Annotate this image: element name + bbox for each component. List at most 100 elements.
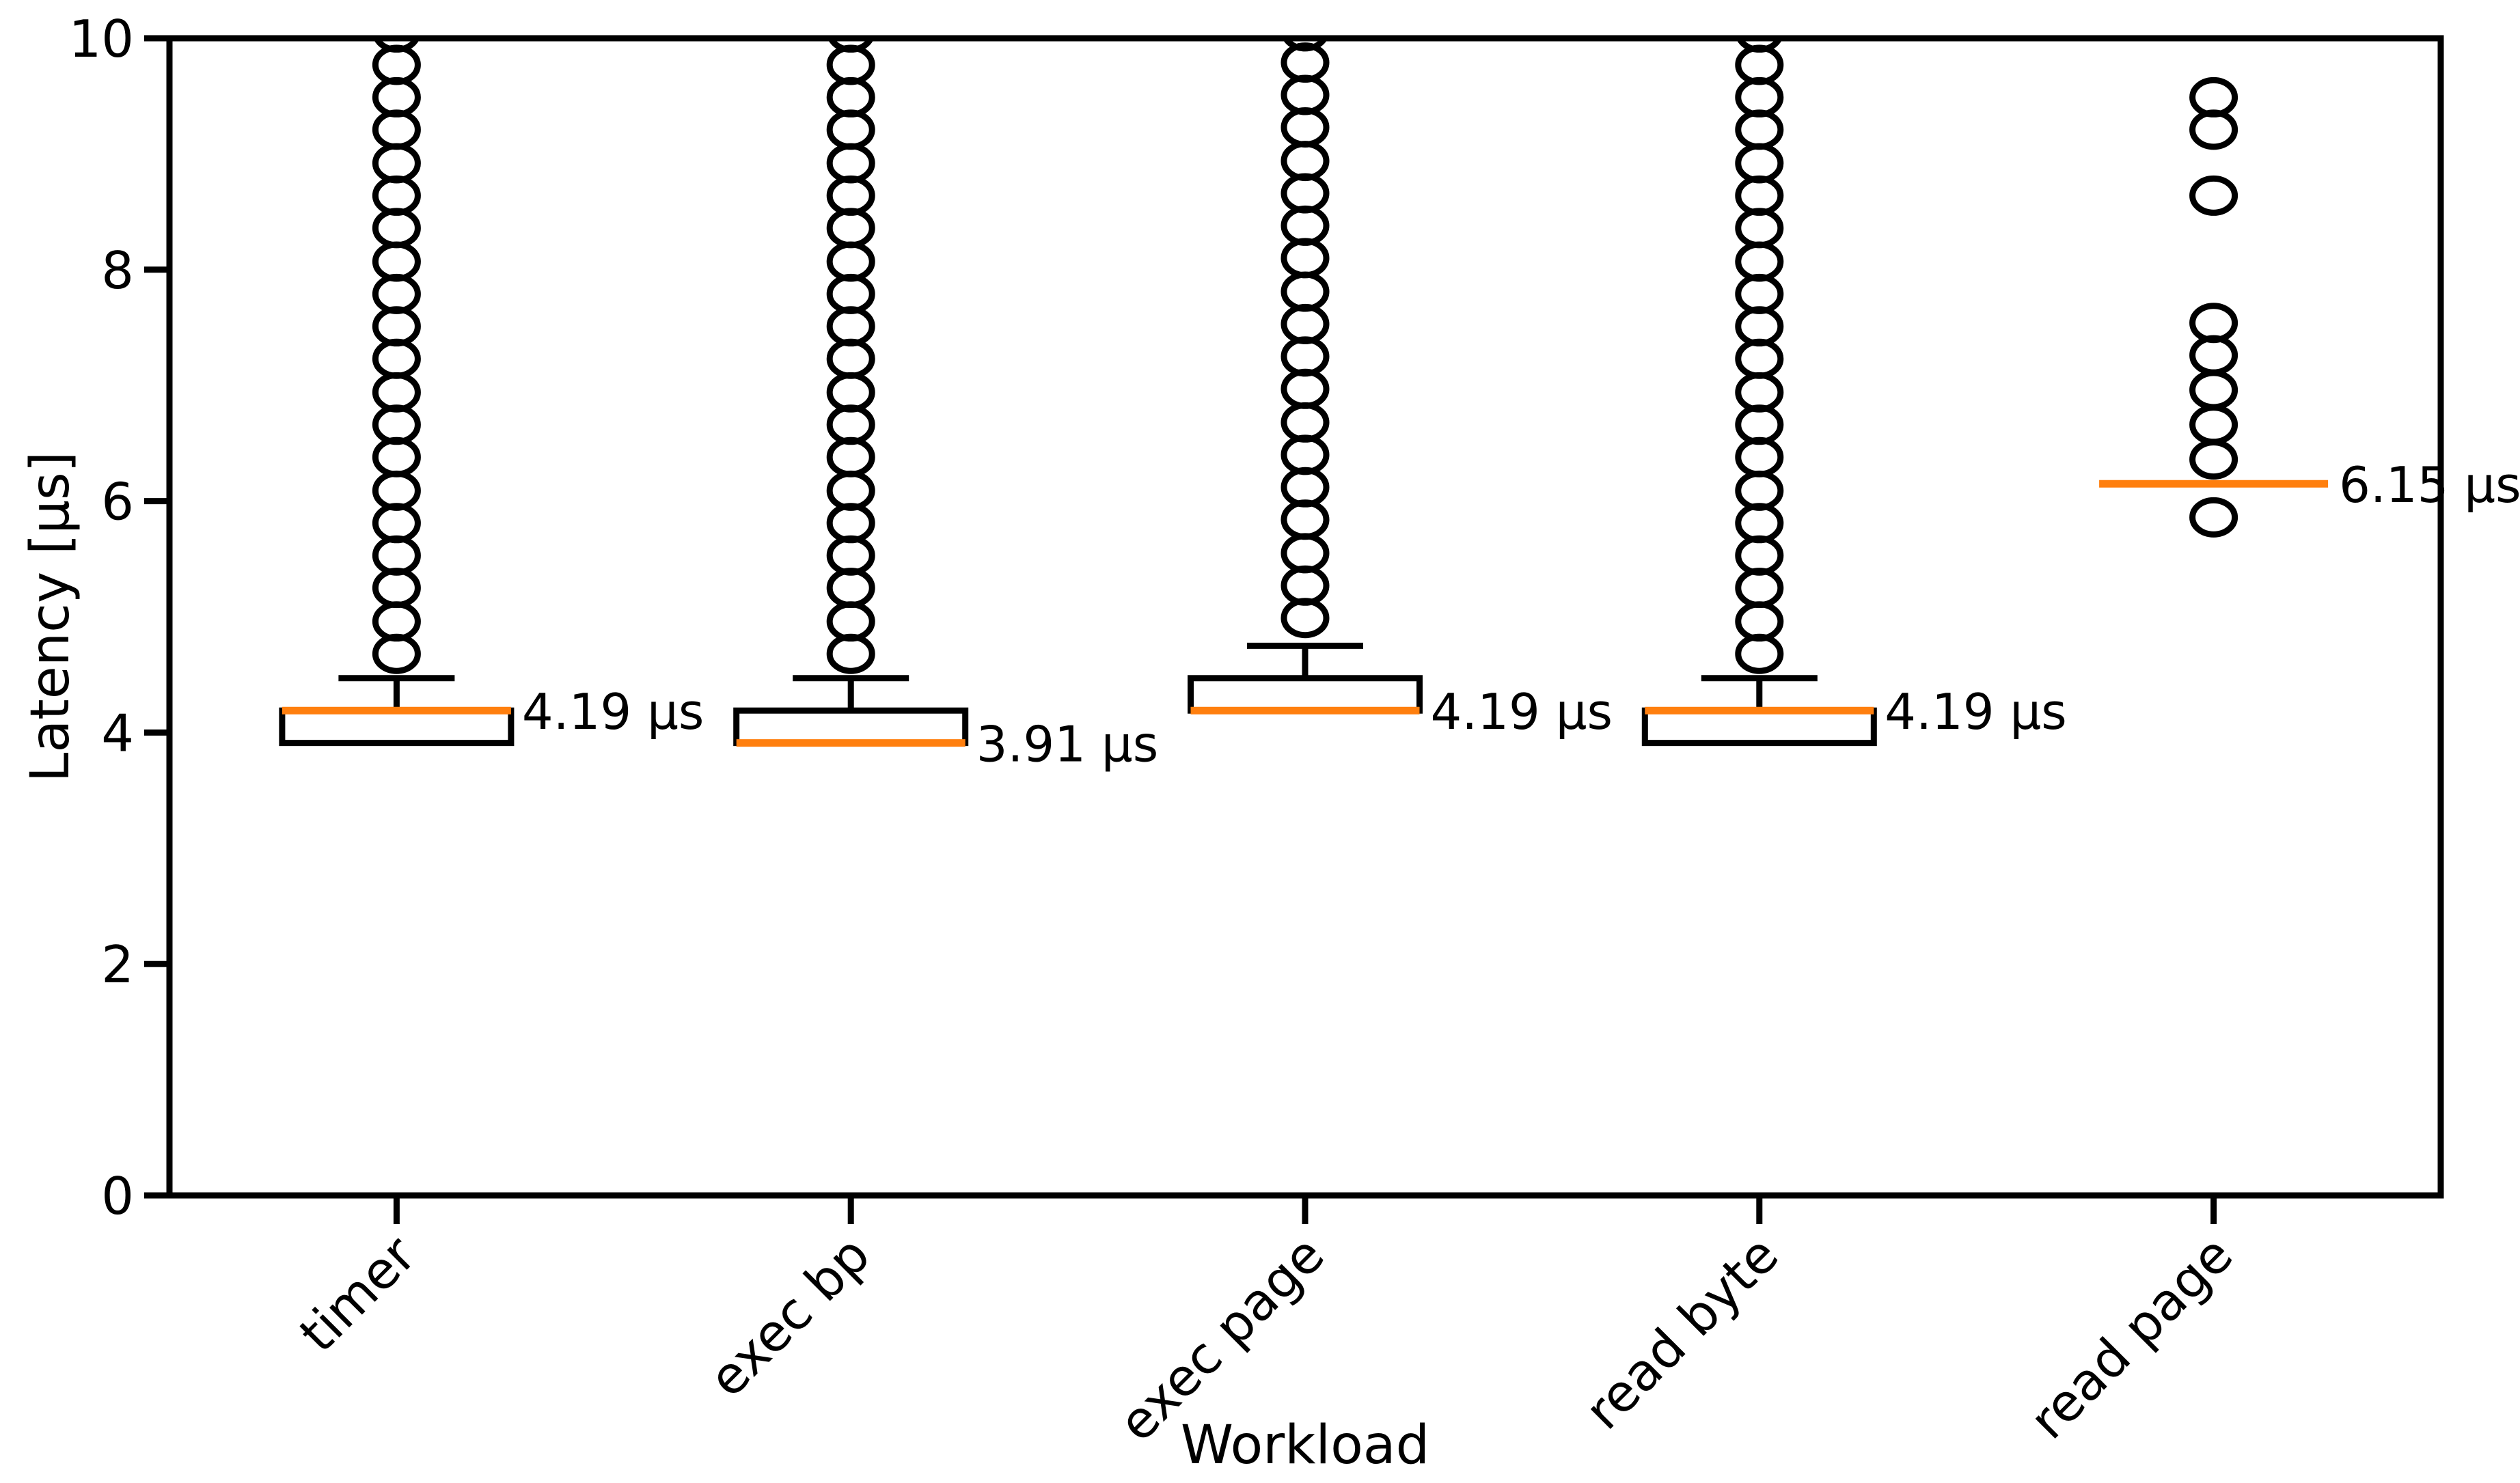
outlier-point bbox=[372, 633, 421, 674]
box-group-exec-page bbox=[1188, 642, 1423, 715]
outlier-point bbox=[826, 338, 875, 379]
outlier-point bbox=[1735, 601, 1784, 642]
outlier-point bbox=[2189, 497, 2238, 538]
outlier-point bbox=[1735, 143, 1784, 184]
x-axis-label: Workload bbox=[1181, 1415, 1429, 1476]
outlier-point bbox=[826, 404, 875, 445]
outliers-layer bbox=[372, 38, 2238, 674]
outlier-point bbox=[826, 306, 875, 347]
box-rect bbox=[279, 707, 515, 747]
outlier-point bbox=[826, 77, 875, 117]
outlier-point bbox=[826, 436, 875, 477]
outlier-point bbox=[373, 38, 420, 53]
outlier-point bbox=[1735, 372, 1784, 413]
outlier-point bbox=[372, 273, 421, 314]
outlier-point bbox=[1735, 470, 1784, 511]
outlier-point bbox=[372, 109, 421, 150]
y-axis-label: Latency [µs] bbox=[20, 452, 81, 782]
outlier-point bbox=[1280, 205, 1330, 246]
median-annotation: 6.15 µs bbox=[2339, 456, 2520, 514]
outlier-point bbox=[372, 44, 421, 85]
box-group-timer bbox=[279, 675, 515, 747]
outlier-point bbox=[372, 503, 421, 544]
outlier-point bbox=[1280, 271, 1330, 312]
outlier-point bbox=[826, 208, 875, 249]
outlier-point bbox=[2189, 77, 2238, 117]
outlier-point bbox=[826, 470, 875, 511]
outlier-point bbox=[1280, 173, 1330, 214]
outlier-point bbox=[1735, 306, 1784, 347]
outlier-point bbox=[1735, 535, 1784, 576]
outlier-point bbox=[372, 143, 421, 184]
outlier-point bbox=[1735, 109, 1784, 150]
outlier-point bbox=[2189, 303, 2238, 344]
outlier-point bbox=[1280, 368, 1330, 409]
outlier-point bbox=[826, 503, 875, 544]
median-annotation: 4.19 µs bbox=[1885, 683, 2067, 740]
outlier-point bbox=[826, 633, 875, 674]
y-tick-label: 2 bbox=[101, 934, 134, 995]
median-annotation: 3.91 µs bbox=[976, 716, 1159, 773]
outlier-point bbox=[1735, 77, 1784, 117]
y-tick-label: 8 bbox=[101, 240, 134, 301]
outlier-point bbox=[1280, 74, 1330, 115]
outlier-point bbox=[1280, 434, 1330, 475]
outlier-point bbox=[826, 568, 875, 609]
outlier-point bbox=[2189, 109, 2238, 150]
outlier-point bbox=[1735, 404, 1784, 445]
outlier-point bbox=[2189, 175, 2238, 216]
outlier-point bbox=[2189, 404, 2238, 445]
outlier-point bbox=[1735, 273, 1784, 314]
outlier-point bbox=[826, 143, 875, 184]
outlier-point bbox=[2189, 370, 2238, 411]
outlier-point bbox=[1735, 633, 1784, 674]
outlier-point bbox=[826, 175, 875, 216]
outlier-point bbox=[1735, 241, 1784, 282]
outlier-point bbox=[1280, 402, 1330, 443]
outlier-point bbox=[2189, 439, 2238, 480]
outlier-point bbox=[826, 44, 875, 85]
y-tick-label: 4 bbox=[101, 703, 134, 763]
median-annotation: 4.19 µs bbox=[1431, 683, 1613, 740]
outlier-point bbox=[1280, 141, 1330, 182]
outlier-point bbox=[826, 535, 875, 576]
outlier-point bbox=[1280, 565, 1330, 606]
box-rect bbox=[1188, 675, 1423, 714]
outlier-point bbox=[1735, 44, 1784, 85]
outlier-point bbox=[1280, 336, 1330, 377]
plot-frame bbox=[166, 35, 2444, 1199]
outlier-point bbox=[826, 372, 875, 413]
y-tick-label: 6 bbox=[101, 472, 134, 532]
box-rect bbox=[733, 707, 969, 747]
outlier-point bbox=[827, 38, 875, 53]
x-tick-label: timer bbox=[288, 1224, 427, 1363]
outlier-point bbox=[372, 404, 421, 445]
outlier-point bbox=[372, 372, 421, 413]
outlier-point bbox=[826, 273, 875, 314]
box-group-read-byte bbox=[1641, 675, 1877, 747]
x-tick-label: exec bp bbox=[697, 1225, 881, 1409]
outlier-point bbox=[1735, 208, 1784, 249]
outlier-point bbox=[826, 241, 875, 282]
box-group-exec-bp bbox=[733, 675, 969, 747]
median-annotation: 4.19 µs bbox=[522, 683, 704, 740]
outlier-point bbox=[1735, 338, 1784, 379]
outlier-point bbox=[372, 338, 421, 379]
outlier-point bbox=[826, 109, 875, 150]
x-tick-label: read page bbox=[2018, 1225, 2244, 1451]
outlier-point bbox=[1280, 107, 1330, 148]
outlier-point bbox=[1282, 38, 1328, 52]
outlier-point bbox=[372, 77, 421, 117]
outlier-point bbox=[372, 241, 421, 282]
outlier-point bbox=[1280, 238, 1330, 279]
outlier-point bbox=[1735, 568, 1784, 609]
outlier-point bbox=[1280, 467, 1330, 508]
outlier-point bbox=[1736, 38, 1783, 53]
outlier-point bbox=[1280, 499, 1330, 540]
y-tick-label: 0 bbox=[101, 1166, 134, 1226]
outlier-point bbox=[1280, 598, 1330, 639]
y-tick-label: 10 bbox=[69, 9, 134, 69]
outlier-point bbox=[372, 175, 421, 216]
